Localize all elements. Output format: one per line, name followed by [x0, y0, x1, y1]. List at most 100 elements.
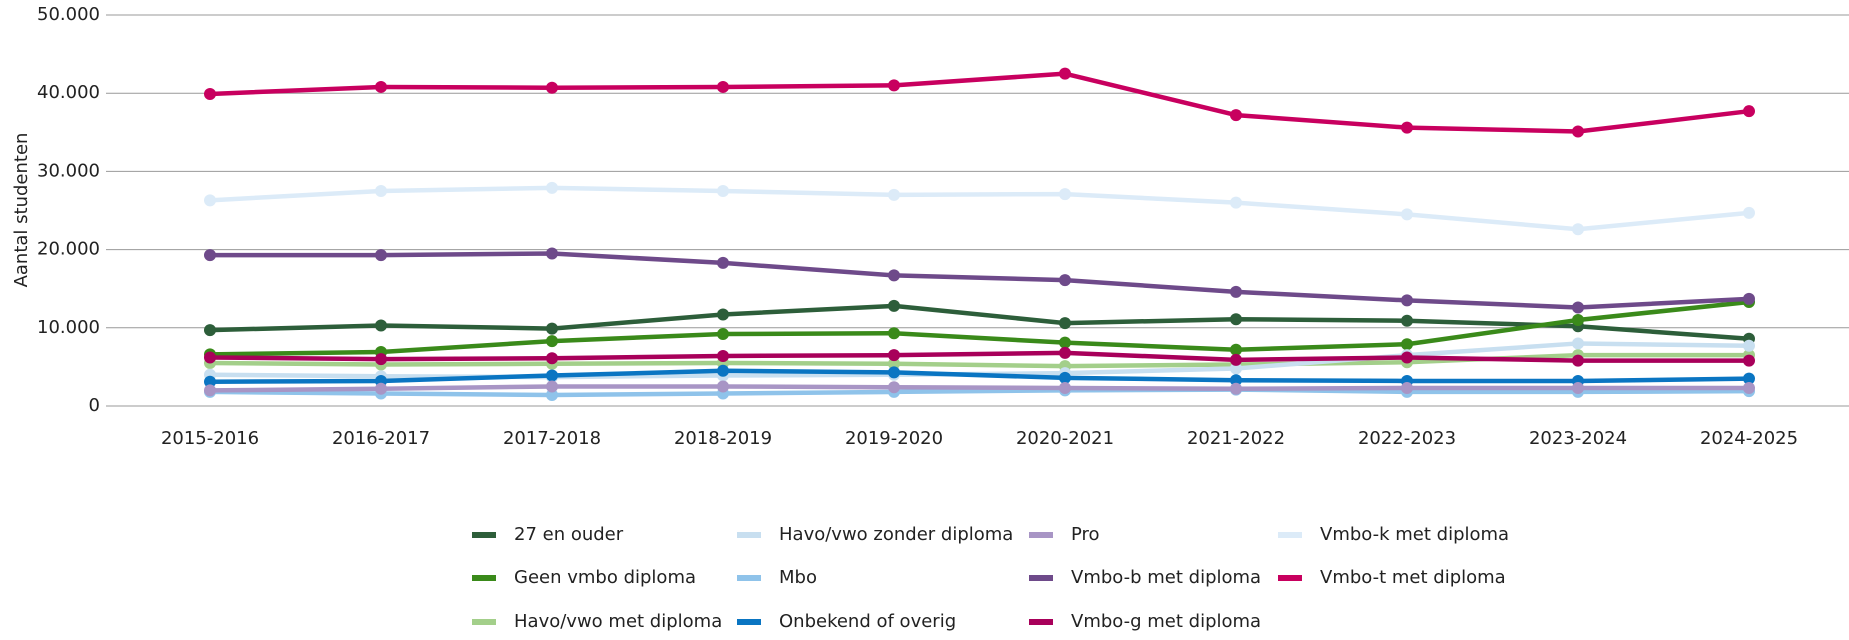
data-point: [1743, 339, 1755, 352]
data-point: [1059, 274, 1071, 287]
y-tick-label: 0: [89, 395, 100, 416]
data-point: [1743, 382, 1755, 395]
data-point: [1401, 338, 1413, 351]
data-point: [204, 351, 216, 364]
data-point: [888, 327, 900, 340]
data-point: [1230, 382, 1242, 395]
data-point: [546, 322, 558, 335]
data-point: [717, 308, 729, 321]
data-point: [1230, 196, 1242, 209]
data-point: [1401, 208, 1413, 221]
data-point: [546, 335, 558, 348]
data-point: [1230, 343, 1242, 356]
data-point: [1572, 337, 1584, 350]
series-line: [210, 251, 1750, 310]
data-point: [204, 87, 216, 100]
data-point: [1743, 206, 1755, 219]
series-line: [209, 368, 1750, 385]
x-tick-label: 2015-2016: [161, 428, 259, 449]
data-point: [1230, 353, 1242, 366]
data-point: [546, 369, 558, 382]
data-point: [1743, 354, 1755, 367]
series-line: [209, 303, 1750, 341]
data-point: [1743, 372, 1755, 385]
legend-label: Vmbo-t met diploma: [1320, 567, 1506, 588]
data-point: [717, 328, 729, 341]
data-point: [375, 184, 387, 197]
data-point: [1401, 294, 1413, 307]
data-point: [1059, 188, 1071, 201]
data-point: [1572, 223, 1584, 236]
data-point: [1572, 354, 1584, 367]
data-point: [888, 269, 900, 282]
data-point: [1059, 382, 1071, 395]
data-point: [717, 349, 729, 362]
data-point: [717, 184, 729, 197]
data-point: [375, 80, 387, 93]
y-tick-label: 20.000: [37, 239, 100, 260]
data-point: [888, 357, 900, 370]
data-point: [1059, 371, 1071, 384]
data-point: [204, 249, 216, 262]
x-tick-label: 2017-2018: [503, 428, 601, 449]
data-point: [204, 324, 216, 337]
legend-label: Vmbo-b met diploma: [1071, 567, 1261, 588]
legend-label: Vmbo-g met diploma: [1071, 611, 1261, 632]
y-tick-label: 10.000: [37, 317, 100, 338]
data-point: [1572, 313, 1584, 326]
x-tick-label: 2016-2017: [332, 428, 430, 449]
data-point: [1230, 313, 1242, 326]
data-point: [204, 194, 216, 207]
series-line: [209, 71, 1750, 134]
data-point: [1572, 125, 1584, 138]
data-point: [375, 382, 387, 395]
data-point: [1401, 314, 1413, 327]
data-point: [888, 381, 900, 394]
data-point: [1572, 382, 1584, 395]
x-tick-label: 2018-2019: [674, 428, 772, 449]
data-point: [204, 375, 216, 388]
data-point: [1743, 292, 1755, 305]
data-point: [717, 256, 729, 269]
legend-label: Onbekend of overig: [779, 611, 956, 632]
data-point: [375, 319, 387, 332]
data-point: [888, 349, 900, 362]
data-point: [717, 80, 729, 93]
legend-label: 27 en ouder: [514, 524, 624, 545]
data-point: [1230, 362, 1242, 375]
data-point: [546, 380, 558, 393]
data-point: [546, 352, 558, 365]
data-point: [717, 364, 729, 377]
legend-label: Pro: [1071, 524, 1100, 545]
series-line: [209, 384, 1749, 393]
data-point: [1059, 67, 1071, 80]
x-tick-label: 2023-2024: [1529, 428, 1627, 449]
data-point: [1401, 351, 1413, 364]
data-point: [1230, 109, 1242, 122]
series-line: [209, 387, 1750, 398]
x-tick-label: 2024-2025: [1700, 428, 1798, 449]
data-point: [1230, 374, 1242, 387]
x-tick-label: 2021-2022: [1187, 428, 1285, 449]
data-point: [546, 181, 558, 194]
legend-label: Havo/vwo met diploma: [514, 611, 722, 632]
series-line: [209, 185, 1750, 232]
data-point: [888, 299, 900, 312]
data-point: [1230, 285, 1242, 298]
x-tick-label: 2019-2020: [845, 428, 943, 449]
x-tick-label: 2022-2023: [1358, 428, 1456, 449]
data-point: [546, 389, 558, 402]
data-point: [375, 249, 387, 262]
legend-label: Vmbo-k met diploma: [1320, 524, 1509, 545]
data-point: [546, 81, 558, 94]
legend-label: Mbo: [779, 567, 817, 588]
data-point: [375, 353, 387, 366]
data-point: [888, 79, 900, 92]
data-point: [1059, 346, 1071, 359]
series-line: [209, 299, 1750, 357]
data-point: [888, 366, 900, 379]
y-tick-label: 40.000: [37, 82, 100, 103]
legend-label: Geen vmbo diploma: [514, 567, 696, 588]
data-point: [1572, 301, 1584, 314]
